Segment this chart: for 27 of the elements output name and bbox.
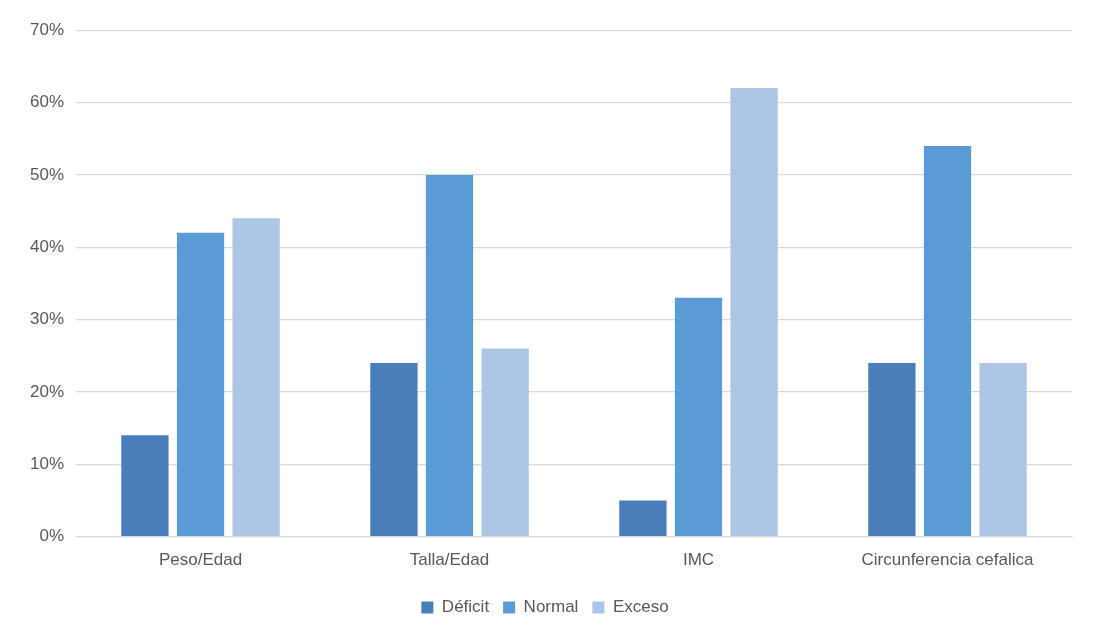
bar bbox=[923, 145, 972, 536]
legend-label: Exceso bbox=[612, 597, 669, 617]
bar bbox=[868, 362, 916, 536]
bar bbox=[176, 232, 225, 536]
x-tick-label: IMC bbox=[682, 550, 715, 570]
y-tick-label: 30% bbox=[29, 309, 65, 329]
bar bbox=[674, 297, 723, 536]
bar bbox=[979, 362, 1027, 536]
y-tick-label: 70% bbox=[29, 19, 65, 39]
bar bbox=[730, 88, 778, 536]
y-tick-label: 20% bbox=[29, 381, 65, 401]
y-tick-label: 40% bbox=[29, 236, 65, 256]
y-tick-label: 50% bbox=[29, 164, 65, 184]
legend-label: Déficit bbox=[441, 597, 490, 617]
bar bbox=[481, 348, 529, 536]
legend-label: Normal bbox=[523, 597, 579, 617]
y-tick-label: 10% bbox=[29, 453, 65, 473]
x-tick-label: Circunferencia cefalica bbox=[861, 550, 1035, 570]
y-tick-label: 0% bbox=[39, 526, 65, 546]
x-tick-label: Talla/Edad bbox=[409, 550, 490, 570]
x-tick-label: Peso/Edad bbox=[158, 550, 243, 570]
bar bbox=[121, 435, 169, 536]
bar bbox=[232, 218, 280, 536]
bar bbox=[425, 174, 474, 536]
y-tick-label: 60% bbox=[29, 92, 65, 112]
bar bbox=[619, 500, 667, 536]
bar bbox=[370, 362, 418, 536]
